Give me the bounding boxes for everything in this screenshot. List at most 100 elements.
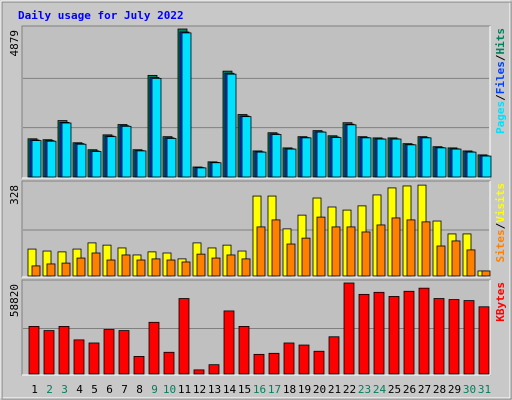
bar: [466, 249, 476, 277]
bar: [133, 356, 145, 375]
bar: [331, 226, 341, 277]
y-tick-label: 58820: [8, 284, 21, 317]
bar: [103, 329, 115, 375]
x-tick-label: 18: [283, 383, 296, 396]
bar: [163, 351, 175, 375]
bar: [178, 298, 190, 375]
bar: [148, 321, 160, 375]
bar: [106, 136, 117, 178]
bar: [238, 326, 250, 375]
bar: [481, 155, 492, 178]
bar: [43, 330, 55, 375]
bar: [226, 73, 237, 178]
bar: [223, 310, 235, 375]
x-tick-label: 17: [268, 383, 281, 396]
bar: [91, 151, 102, 178]
bar: [433, 298, 445, 375]
bar: [181, 32, 192, 178]
x-tick-label: 6: [106, 383, 113, 396]
legend-entry: Sites: [494, 229, 507, 262]
x-tick-label: 14: [223, 383, 237, 396]
y-tick-label: 328: [8, 185, 21, 205]
bar: [91, 252, 101, 277]
bar: [391, 217, 401, 277]
bar: [73, 339, 85, 375]
bar: [346, 226, 356, 277]
x-tick-label: 30: [463, 383, 476, 396]
bar: [268, 352, 280, 375]
x-tick-label: 4: [76, 383, 83, 396]
bar: [421, 221, 431, 277]
bar: [406, 144, 417, 178]
bar: [208, 364, 220, 375]
bar: [46, 140, 57, 178]
bar: [328, 336, 340, 375]
x-tick-label: 7: [121, 383, 128, 396]
x-tick-label: 16: [253, 383, 266, 396]
x-tick-label: 9: [151, 383, 158, 396]
bar: [406, 219, 416, 277]
x-tick-label: 10: [163, 383, 176, 396]
bar: [118, 330, 130, 375]
bar: [256, 151, 267, 178]
x-tick-label: 20: [313, 383, 326, 396]
bar: [136, 150, 147, 178]
bar: [451, 148, 462, 178]
bar: [448, 299, 460, 375]
x-tick-label: 2: [46, 383, 53, 396]
legend: Pages/Files/Hits: [494, 28, 507, 134]
bar: [331, 137, 342, 178]
bar: [211, 162, 222, 178]
bar: [361, 137, 372, 178]
bar: [151, 78, 162, 178]
x-tick-label: 29: [448, 383, 461, 396]
x-tick-label: 5: [91, 383, 98, 396]
bar: [271, 219, 281, 277]
x-tick-label: 11: [178, 383, 191, 396]
x-tick-label: 22: [343, 383, 356, 396]
bar: [376, 224, 386, 277]
bar: [226, 254, 236, 277]
bar: [343, 282, 355, 375]
bar: [58, 326, 70, 375]
bar: [76, 257, 86, 277]
bar: [373, 291, 385, 375]
y-tick-label: 4879: [8, 30, 21, 57]
bar: [193, 369, 205, 375]
legend-entry: Files: [494, 61, 507, 94]
x-tick-label: 31: [478, 383, 491, 396]
bar: [253, 353, 265, 375]
x-tick-label: 13: [208, 383, 221, 396]
bar: [403, 290, 415, 375]
legend-separator: /: [494, 94, 507, 101]
bar: [166, 138, 177, 178]
bar: [88, 342, 100, 375]
legend-separator: /: [494, 222, 507, 229]
bar: [388, 296, 400, 375]
bar: [301, 237, 311, 277]
x-tick-label: 28: [433, 383, 446, 396]
x-tick-label: 21: [328, 383, 341, 396]
bar: [436, 245, 446, 277]
bar: [313, 350, 325, 375]
bar: [106, 259, 116, 277]
bar: [196, 167, 207, 178]
x-tick-label: 23: [358, 383, 371, 396]
bar: [46, 263, 56, 277]
bar: [481, 270, 491, 277]
bar: [346, 124, 357, 178]
bar: [466, 151, 477, 178]
bar: [151, 258, 161, 277]
bar: [283, 342, 295, 375]
bar: [76, 143, 87, 178]
x-tick-label: 25: [388, 383, 401, 396]
x-tick-label: 12: [193, 383, 206, 396]
bar: [286, 243, 296, 277]
bar: [241, 116, 252, 178]
legend-separator: /: [494, 54, 507, 61]
x-tick-label: 1: [31, 383, 38, 396]
bar: [391, 138, 402, 178]
bar: [136, 259, 146, 277]
